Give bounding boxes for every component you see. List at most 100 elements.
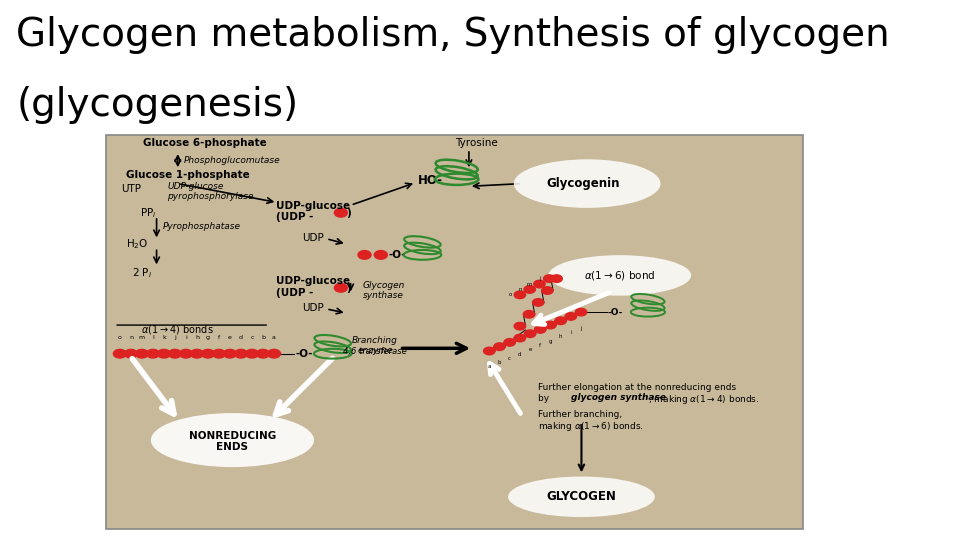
Circle shape — [202, 349, 214, 358]
Circle shape — [515, 334, 525, 342]
Text: UDP: UDP — [301, 233, 324, 242]
Text: Tyrosine: Tyrosine — [455, 138, 498, 148]
Text: UTP: UTP — [121, 184, 141, 194]
Text: HO-: HO- — [419, 174, 444, 187]
Text: 2 P$_i$: 2 P$_i$ — [132, 266, 153, 280]
Text: H$_2$O: H$_2$O — [127, 237, 149, 251]
Text: $\alpha$(1$\rightarrow$4) bonds: $\alpha$(1$\rightarrow$4) bonds — [141, 323, 214, 336]
Circle shape — [125, 349, 137, 358]
Text: e: e — [228, 335, 232, 340]
Circle shape — [493, 343, 505, 350]
Ellipse shape — [514, 159, 660, 208]
Text: e: e — [528, 347, 532, 352]
Text: $\alpha$(1$\rightarrow$6) bond: $\alpha$(1$\rightarrow$6) bond — [584, 269, 656, 282]
Text: -O-: -O- — [296, 349, 313, 359]
Ellipse shape — [508, 476, 655, 517]
Text: PP$_i$: PP$_i$ — [140, 206, 156, 220]
Circle shape — [180, 349, 192, 358]
Text: d: d — [239, 335, 243, 340]
Text: f: f — [540, 343, 541, 348]
Circle shape — [515, 291, 525, 299]
Circle shape — [334, 284, 348, 292]
Text: , making $\alpha$(1$\rightarrow$4) bonds.: , making $\alpha$(1$\rightarrow$4) bonds… — [648, 393, 759, 406]
Text: c: c — [508, 356, 511, 361]
Text: l: l — [152, 335, 154, 340]
Circle shape — [523, 310, 535, 318]
Circle shape — [575, 308, 587, 316]
Text: NONREDUCING: NONREDUCING — [189, 431, 276, 441]
Text: h: h — [195, 335, 199, 340]
Text: 4,6 transferase: 4,6 transferase — [344, 347, 407, 356]
Text: (glycogenesis): (glycogenesis) — [16, 86, 299, 124]
Text: -O-: -O- — [607, 308, 622, 316]
Text: glycogen synthase: glycogen synthase — [571, 393, 666, 402]
Circle shape — [551, 275, 563, 282]
Text: ): ) — [347, 283, 351, 293]
Text: GLYCOGEN: GLYCOGEN — [546, 490, 616, 503]
Text: o: o — [509, 292, 512, 298]
Text: n: n — [129, 335, 132, 340]
FancyBboxPatch shape — [106, 135, 804, 529]
Text: b: b — [497, 360, 501, 365]
Text: Glucose 6-phosphate: Glucose 6-phosphate — [143, 138, 267, 148]
Text: i: i — [185, 335, 187, 340]
Text: UDP-glucose
(UDP -: UDP-glucose (UDP - — [276, 276, 349, 298]
Circle shape — [358, 251, 372, 259]
Ellipse shape — [548, 255, 691, 295]
Text: i: i — [570, 330, 571, 335]
Text: a: a — [488, 364, 492, 369]
Text: j: j — [580, 326, 582, 330]
Text: g: g — [206, 335, 210, 340]
Circle shape — [268, 349, 280, 358]
Circle shape — [565, 313, 577, 320]
Circle shape — [544, 321, 556, 329]
Text: f: f — [218, 335, 220, 340]
Circle shape — [484, 347, 495, 355]
Text: a: a — [272, 335, 276, 340]
Circle shape — [256, 349, 270, 358]
Circle shape — [234, 349, 248, 358]
Text: UDP-glucose
pyrophosphorylase: UDP-glucose pyrophosphorylase — [167, 182, 253, 201]
Text: c: c — [251, 335, 253, 340]
Circle shape — [555, 317, 566, 325]
Text: j: j — [539, 276, 540, 281]
Text: Further elongation at the nonreducing ends
by: Further elongation at the nonreducing en… — [539, 383, 736, 403]
Text: m: m — [139, 335, 145, 340]
Ellipse shape — [151, 413, 314, 467]
Text: g: g — [549, 339, 552, 343]
Text: Branching
enzyme: Branching enzyme — [352, 336, 398, 355]
Text: UDP-glucose
(UDP -: UDP-glucose (UDP - — [276, 201, 349, 222]
Circle shape — [533, 299, 544, 306]
Text: o: o — [118, 335, 122, 340]
Text: Glucose 1-phosphate: Glucose 1-phosphate — [127, 171, 251, 180]
Circle shape — [168, 349, 181, 358]
Text: -O-: -O- — [389, 250, 406, 260]
Circle shape — [113, 349, 127, 358]
Text: Glycogenin: Glycogenin — [546, 177, 620, 190]
Text: Phosphoglucomutase: Phosphoglucomutase — [183, 156, 280, 165]
Text: Glycogen metabolism, Synthesis of glycogen: Glycogen metabolism, Synthesis of glycog… — [16, 16, 890, 54]
Circle shape — [515, 322, 525, 330]
Circle shape — [543, 275, 555, 282]
Circle shape — [135, 349, 149, 358]
Text: Further branching,: Further branching, — [539, 410, 622, 420]
Circle shape — [224, 349, 236, 358]
Text: h: h — [559, 334, 563, 339]
Circle shape — [212, 349, 226, 358]
Text: Glycogen
synthase: Glycogen synthase — [363, 281, 405, 300]
Circle shape — [541, 287, 553, 294]
Circle shape — [374, 251, 388, 259]
Text: ): ) — [347, 208, 351, 218]
Text: k: k — [162, 335, 166, 340]
Circle shape — [524, 286, 536, 293]
Text: UDP: UDP — [301, 303, 324, 313]
Circle shape — [157, 349, 171, 358]
Text: b: b — [261, 335, 265, 340]
Text: j: j — [174, 335, 176, 340]
Circle shape — [524, 330, 536, 338]
Circle shape — [535, 326, 546, 333]
Text: making $\alpha$(1$\rightarrow$6) bonds.: making $\alpha$(1$\rightarrow$6) bonds. — [539, 420, 644, 433]
Text: d: d — [518, 352, 521, 356]
Circle shape — [334, 208, 348, 217]
Circle shape — [534, 280, 545, 288]
